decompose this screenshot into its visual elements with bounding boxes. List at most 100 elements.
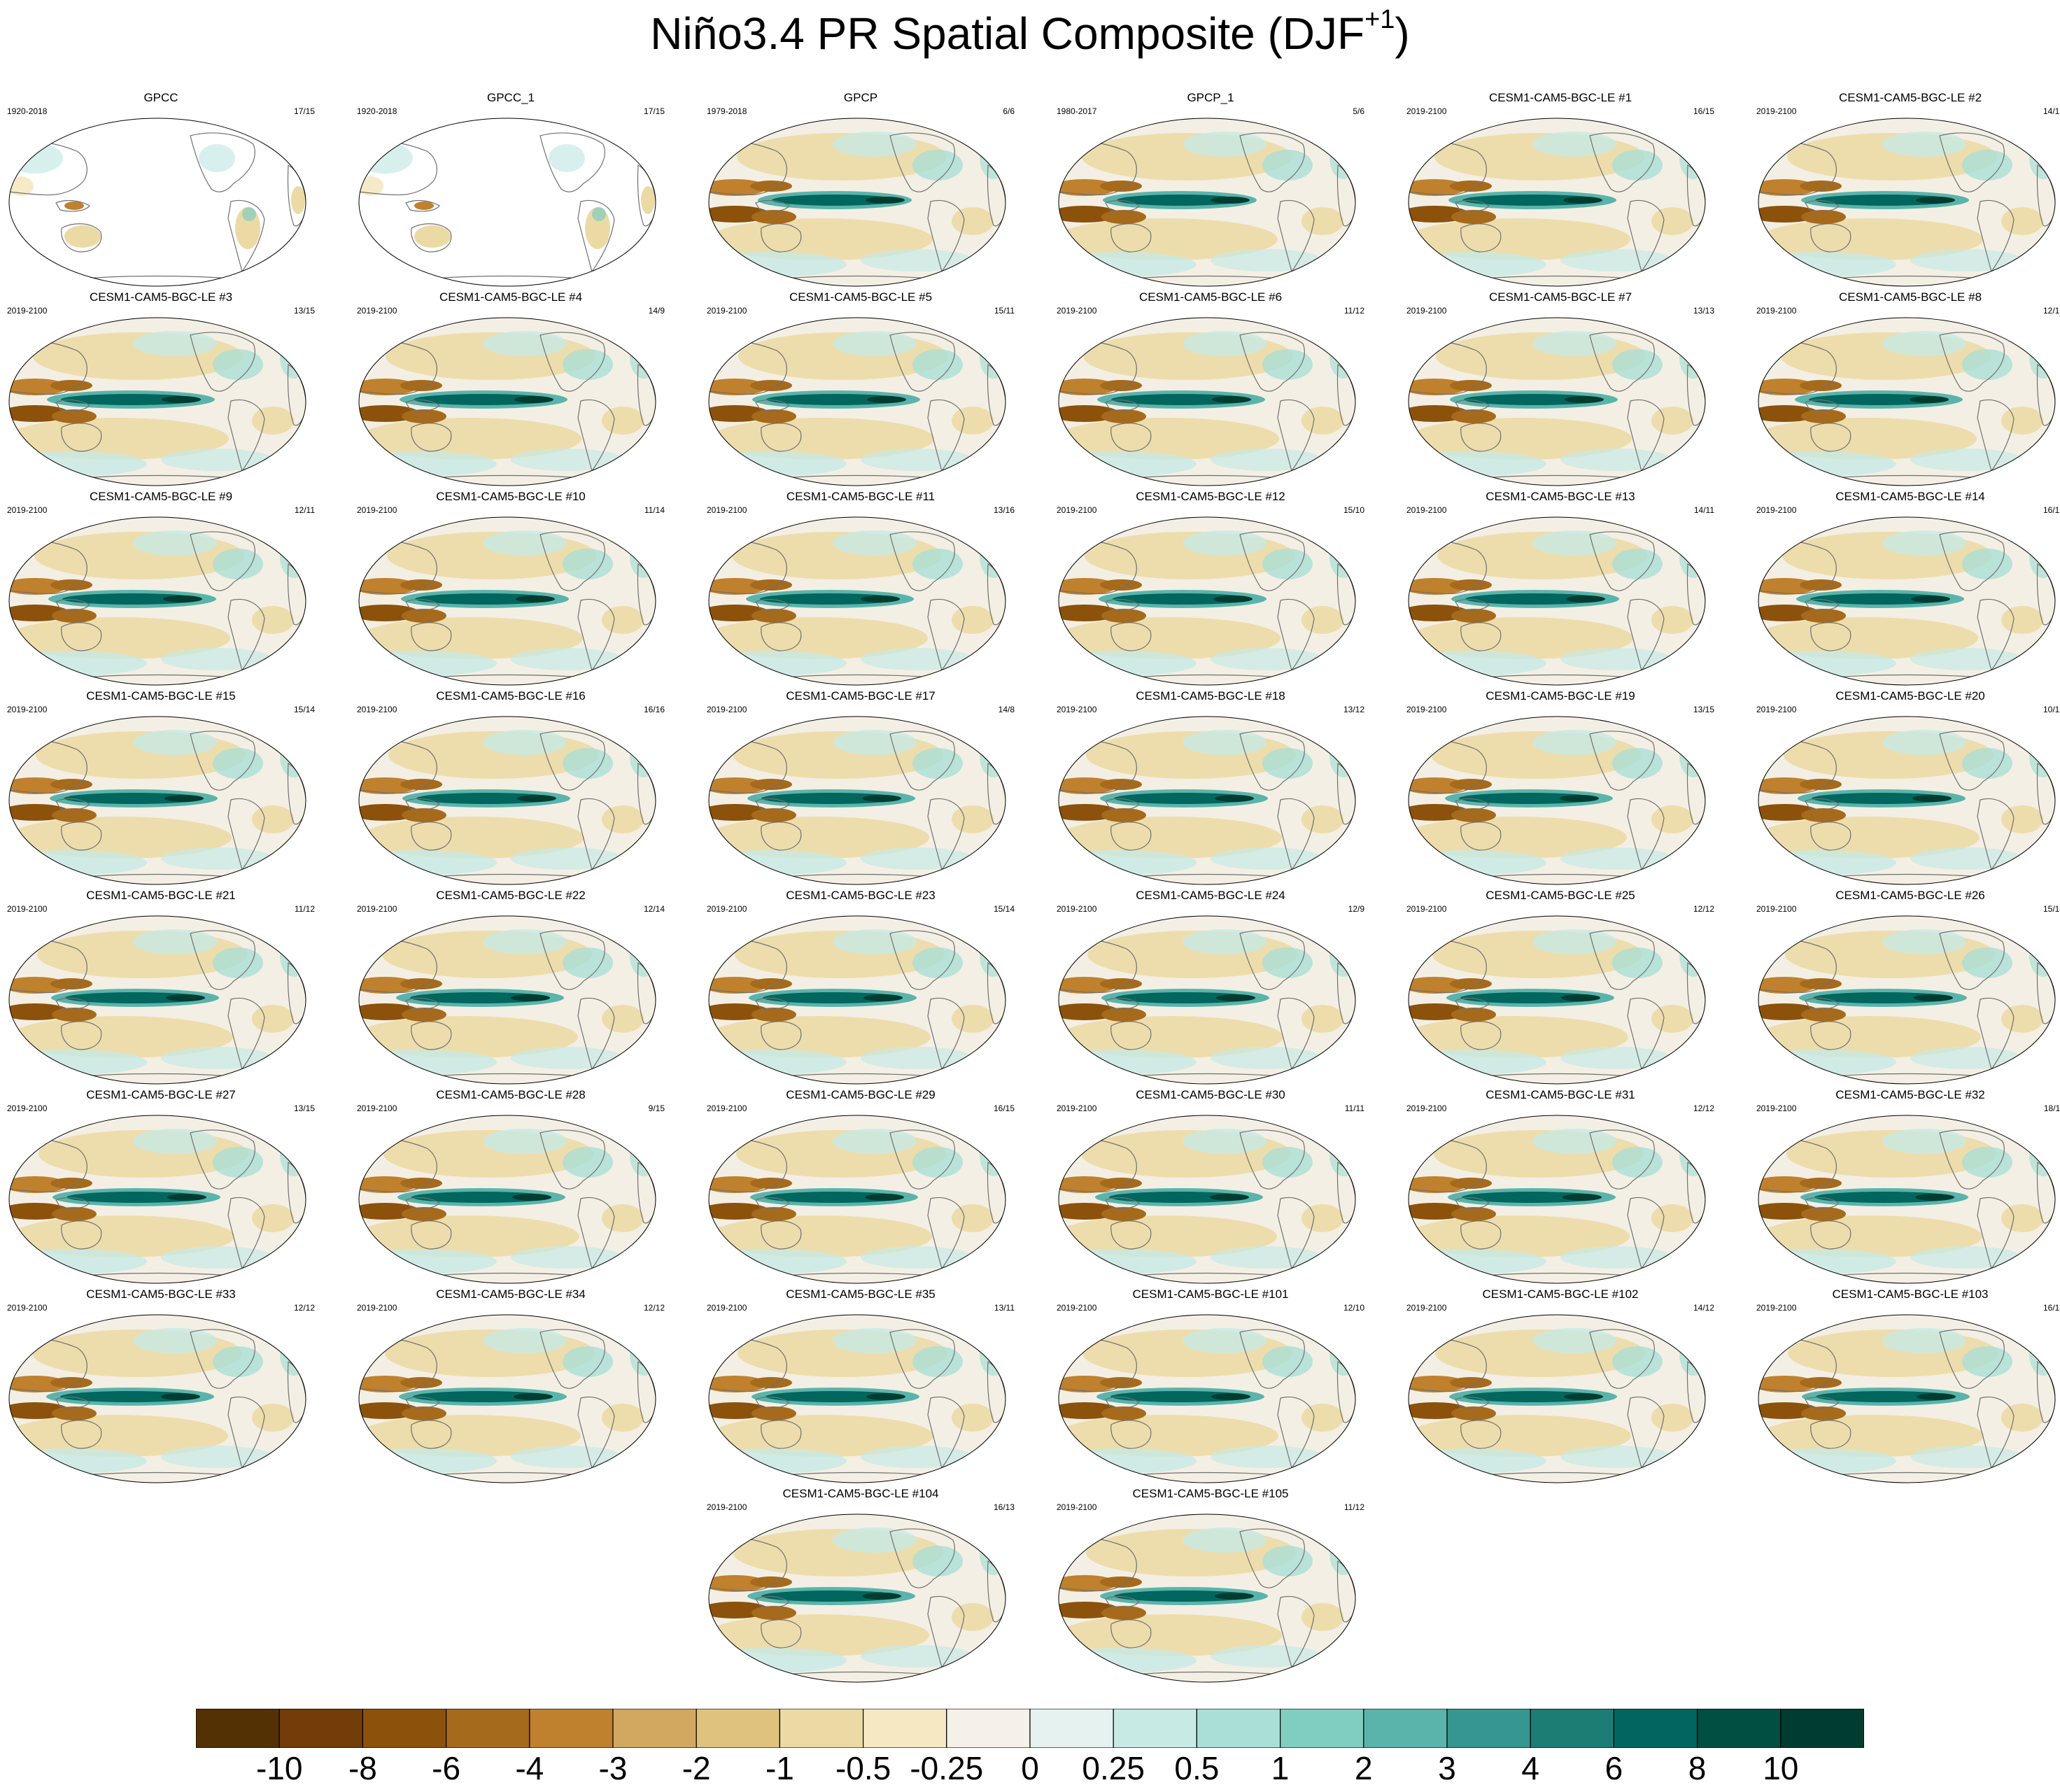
maritime-dry-south: [1101, 210, 1146, 224]
equatorial-wet-band-core: [411, 1192, 551, 1203]
north-america-outline: [1589, 1129, 1655, 1190]
land-dry-anomaly: [9, 176, 34, 196]
colorbar-tick-label: -6: [432, 1750, 461, 1786]
north-america-wet-patch: [563, 947, 613, 978]
australia-dry-anomaly: [414, 225, 451, 248]
australia-outline: [61, 223, 102, 253]
south-pacific-dry-band: [1409, 418, 1632, 460]
panel-years: 2019-2100: [1406, 705, 1447, 714]
maritime-continent-outline: [755, 1595, 790, 1608]
north-america-outline: [1589, 531, 1655, 591]
maritime-continent-outline: [1805, 1396, 1840, 1409]
maritime-continent-outline: [405, 598, 440, 611]
west-pacific-dry-north: [1059, 977, 1117, 994]
map-frame: [358, 317, 656, 486]
map-frame: [1408, 118, 1706, 287]
colorbar-tick-label: 4: [1521, 1750, 1539, 1786]
equatorial-wet-maximum: [163, 595, 202, 602]
south-pacific-dry-band: [1059, 1215, 1277, 1257]
map-panel: CESM1-CAM5-BGC-LE #35 2019-2100 13/11: [700, 1287, 1022, 1483]
equatorial-wet-maximum: [517, 795, 556, 802]
map-frame: [8, 516, 306, 686]
maritime-dry-south: [752, 808, 796, 822]
map-field: [1059, 1115, 1355, 1283]
map-frame: [1058, 1314, 1356, 1483]
map-frame: [1758, 1314, 2056, 1483]
australia-outline: [411, 1021, 452, 1050]
atlantic-dry-patch: [1651, 407, 1693, 435]
panel-event-count: 14/12: [1693, 1303, 1714, 1313]
north-america-wet-patch: [563, 549, 613, 579]
australia-outline: [761, 1619, 802, 1649]
west-pacific-dry-north: [359, 777, 417, 794]
north-america-outline: [889, 1129, 955, 1190]
north-pacific-wet-patch: [483, 1328, 567, 1353]
map-frame: [708, 1514, 1006, 1683]
panel-years: 2019-2100: [707, 1103, 747, 1113]
map-panel: CESM1-CAM5-BGC-LE #27 2019-2100 13/15: [0, 1088, 322, 1284]
west-pacific-dry-north: [1059, 578, 1117, 595]
map-field: [9, 1315, 306, 1483]
north-america-wet-patch: [563, 349, 613, 380]
colorbar-tick-label: -4: [515, 1750, 544, 1786]
south-pacific-dry-band: [359, 617, 583, 659]
north-america-outline: [190, 132, 255, 192]
equatorial-wet-maximum: [862, 795, 901, 802]
panel-event-count: 13/16: [993, 505, 1015, 515]
equatorial-wet-maximum: [1915, 1194, 1954, 1201]
colorbar-tick-label: 0.5: [1174, 1750, 1220, 1786]
africa-anomaly: [291, 186, 305, 214]
equatorial-wet-maximum: [1564, 1393, 1603, 1400]
map-robinson: [1758, 516, 2056, 686]
maritime-continent-outline: [755, 1396, 790, 1409]
map-field: [359, 1315, 656, 1483]
equatorial-wet-maximum: [1560, 795, 1599, 802]
north-america-outline: [1589, 1329, 1655, 1389]
maritime-continent-outline: [1805, 1197, 1840, 1209]
west-pacific-dry-north: [9, 578, 67, 595]
map-field: [709, 1315, 1006, 1483]
atlantic-dry-patch: [252, 805, 294, 833]
maritime-continent-outline: [755, 798, 790, 810]
south-pacific-dry-band: [1059, 218, 1278, 260]
panel-title: CESM1-CAM5-BGC-LE #12: [1136, 490, 1285, 503]
map-robinson: [1758, 118, 2056, 287]
australia-outline: [1460, 821, 1502, 851]
north-america-wet-patch: [1612, 349, 1663, 380]
equatorial-wet-maximum: [511, 994, 550, 1001]
north-pacific-wet-patch: [483, 530, 567, 556]
map-panel: CESM1-CAM5-BGC-LE #14 2019-2100 16/12: [1749, 490, 2060, 686]
north-america-outline: [1239, 531, 1305, 591]
equatorial-wet-band-core: [1114, 1590, 1254, 1602]
equatorial-wet-maximum: [1211, 197, 1250, 204]
panel-event-count: 16/15: [993, 1103, 1015, 1113]
equatorial-wet-maximum: [1216, 994, 1255, 1001]
equatorial-wet-band-core: [413, 1391, 553, 1402]
colorbar-tick-label: -0.25: [910, 1750, 984, 1786]
north-america-wet-patch: [563, 748, 613, 779]
map-panel: CESM1-CAM5-BGC-LE #4 2019-2100 14/9: [350, 290, 672, 486]
panel-event-count: 13/13: [1693, 306, 1714, 316]
maritime-dry-south: [752, 409, 796, 423]
equatorial-wet-maximum: [1917, 1393, 1956, 1400]
south-pacific-dry-band: [1059, 817, 1282, 859]
australia-outline: [761, 423, 802, 452]
north-america-wet-patch: [213, 349, 263, 380]
maritime-dry-south: [402, 1008, 446, 1022]
panel-years: 2019-2100: [357, 306, 397, 316]
west-pacific-dry-north: [9, 1376, 67, 1392]
atlantic-dry-patch: [1301, 407, 1343, 435]
map-robinson: [1758, 317, 2056, 486]
maritime-dry-south: [402, 1406, 446, 1420]
atlantic-dry-patch: [952, 207, 994, 235]
equatorial-wet-maximum: [161, 1393, 200, 1400]
atlantic-dry-patch: [1651, 1404, 1693, 1432]
maritime-dry-south: [1801, 609, 1846, 623]
map-field: [1758, 1115, 2055, 1283]
map-frame: [358, 1314, 656, 1483]
west-pacific-dry-north: [709, 1176, 767, 1193]
north-america-outline: [889, 1329, 955, 1389]
maritime-dry-south: [52, 808, 97, 822]
south-america-outline: [227, 1197, 265, 1270]
panel-event-count: 13/15: [1693, 705, 1714, 714]
